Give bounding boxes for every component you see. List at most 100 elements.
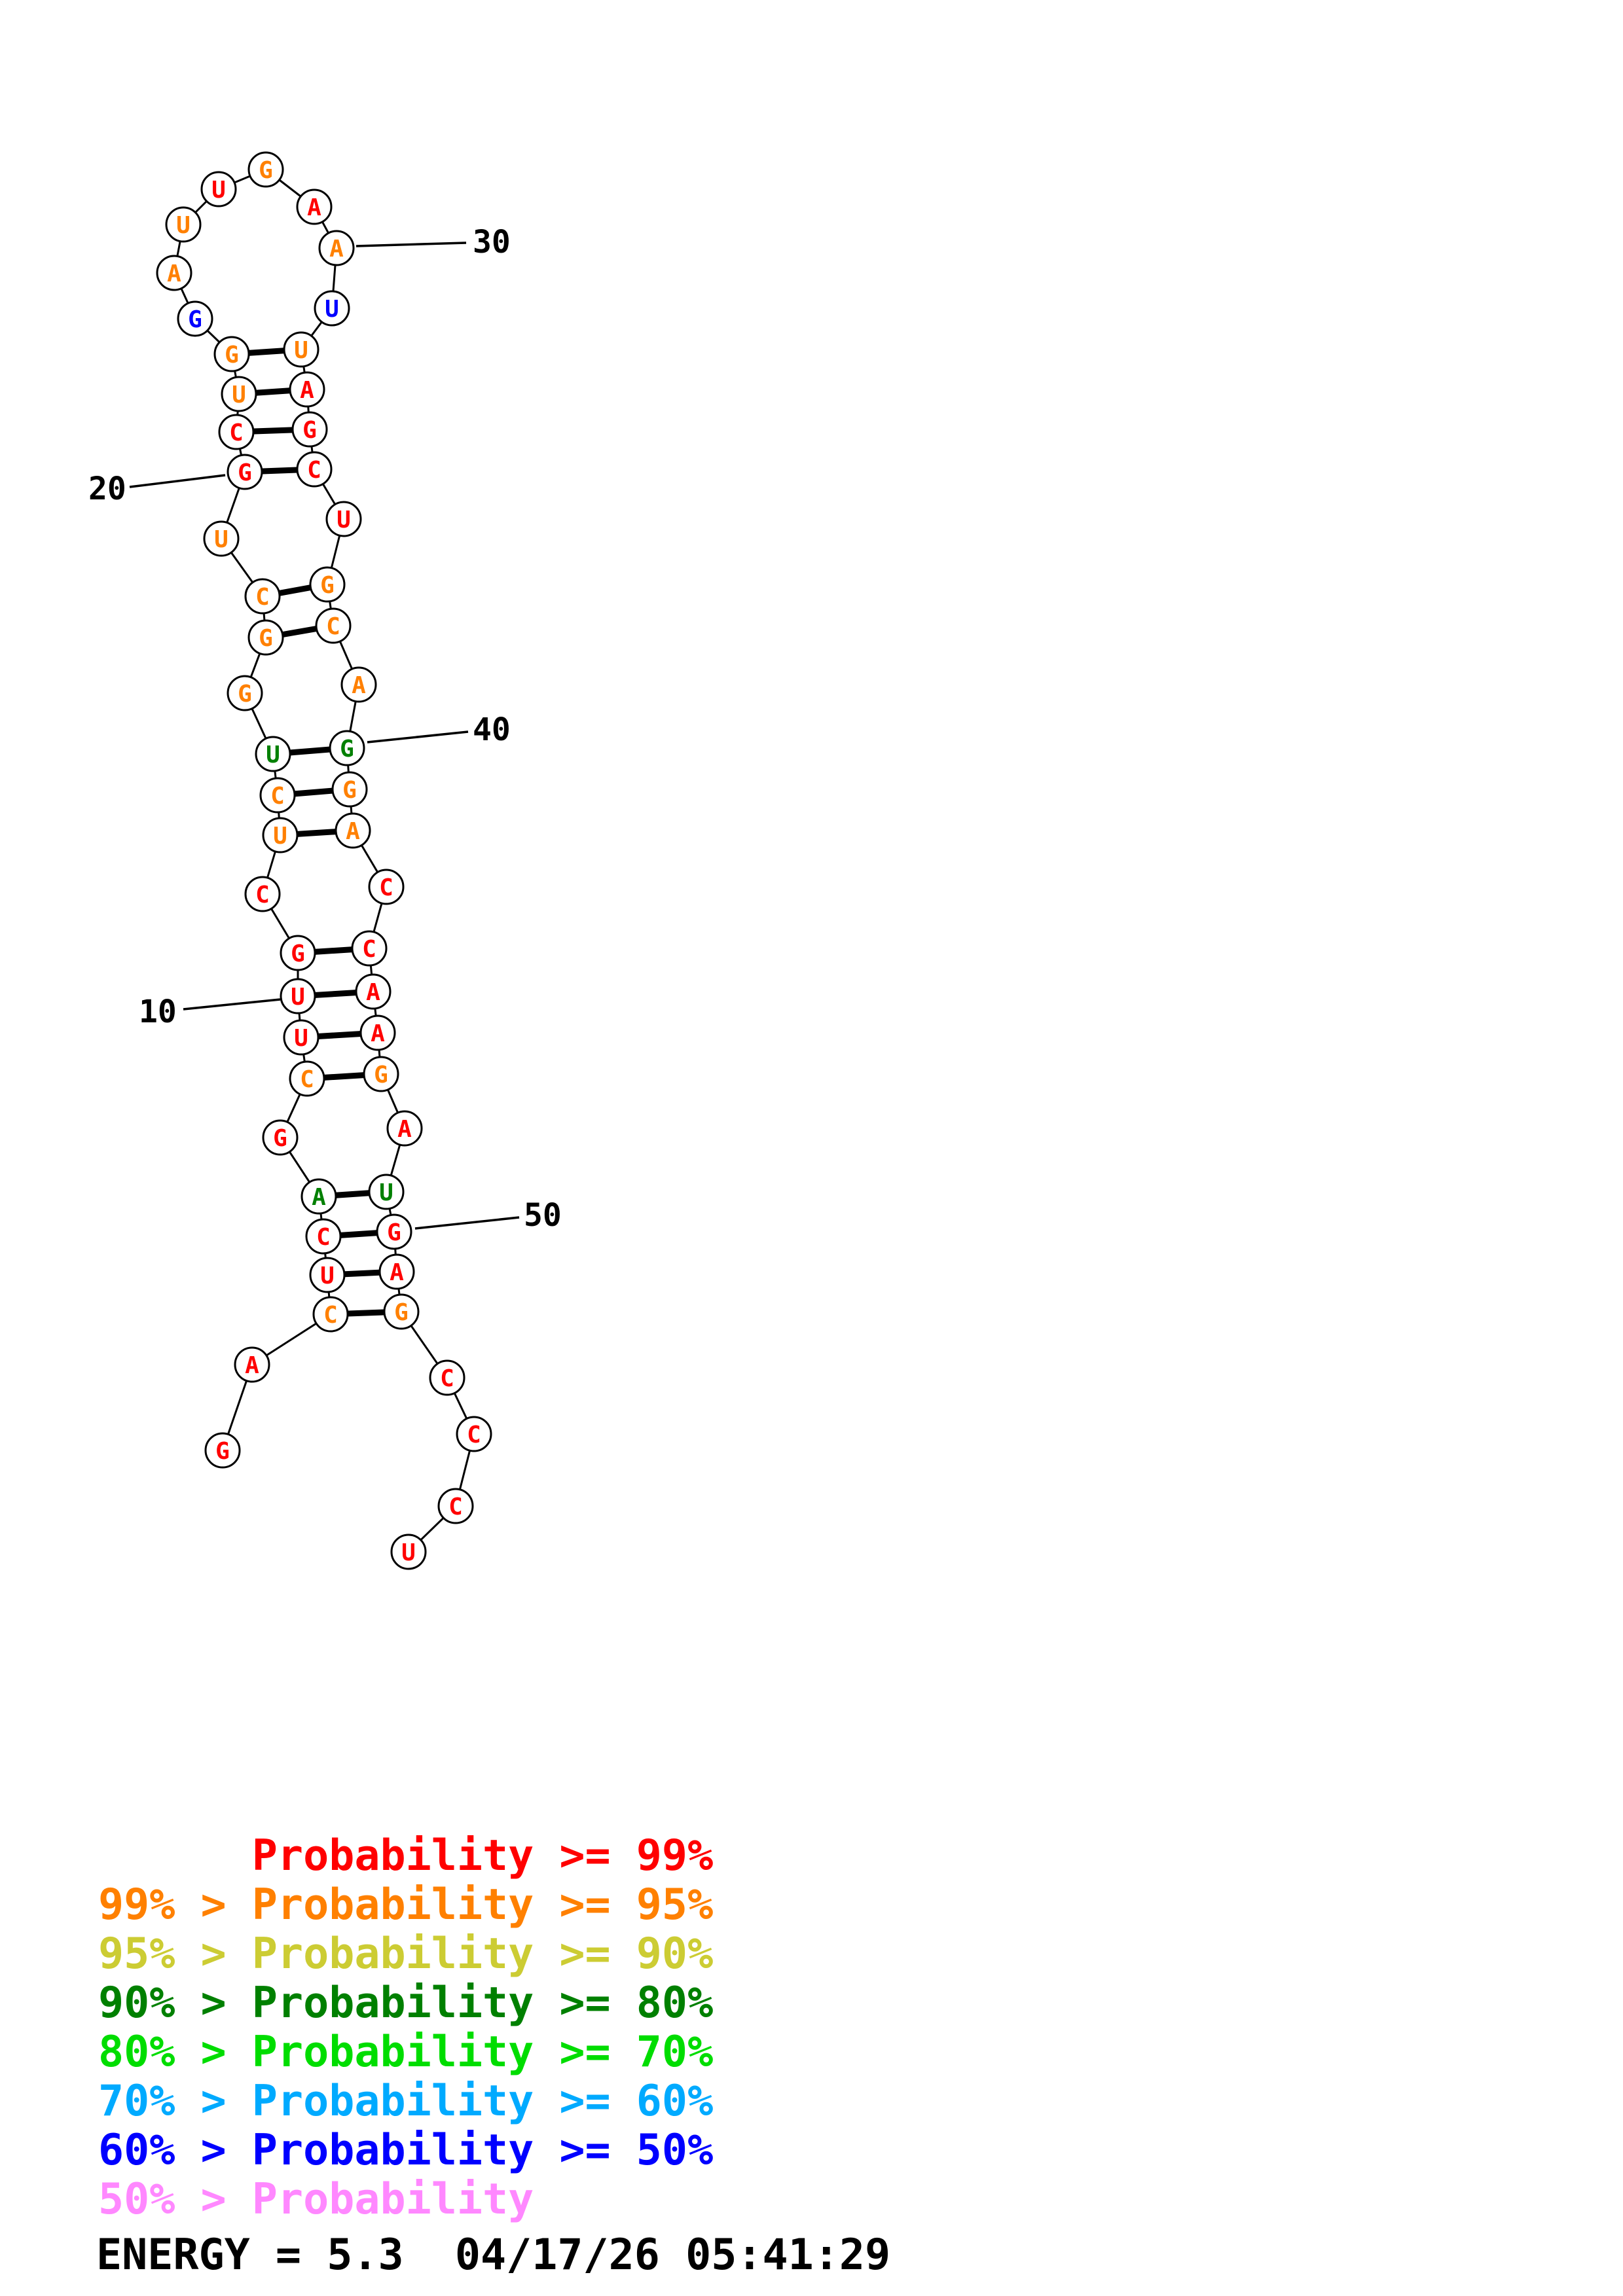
nucleotide-circle — [312, 1296, 349, 1333]
nucleotide-circle — [280, 978, 316, 1014]
nucleotide-base: U — [211, 177, 226, 204]
label-leader-line — [356, 242, 467, 247]
nucleotide-base: U — [294, 1025, 308, 1052]
nucleotide-base: U — [379, 1179, 393, 1206]
nucleotide-circle — [309, 1257, 346, 1293]
nucleotide-base: A — [346, 818, 360, 845]
nucleotide-circle — [368, 1174, 405, 1210]
nucleotide-circle — [247, 619, 284, 656]
nucleotide-circle — [213, 336, 250, 372]
nucleotide-base: G — [215, 1438, 230, 1465]
nucleotide-base: G — [273, 1125, 287, 1152]
nucleotide-circle — [429, 1359, 465, 1396]
rna-structure-svg: GACUCAGCUUGCUCUGGCUGCUGGAUUGAAUUAGCUGCAG… — [88, 151, 562, 1570]
nucleotide-base: U — [291, 984, 305, 1011]
nucleotide-circle — [247, 151, 284, 188]
nucleotide-circle — [355, 973, 392, 1010]
nucleotide-base: A — [366, 979, 380, 1006]
nucleotide-base: C — [448, 1494, 463, 1520]
nucleotide-circle — [177, 300, 213, 337]
nucleotide-circle — [291, 411, 328, 448]
nucleotide-circle — [289, 371, 325, 408]
nucleotide-base: C — [362, 936, 376, 963]
nucleotide-circle — [437, 1488, 474, 1524]
legend-item: 50% > Probability — [98, 2175, 534, 2224]
nucleotide-base: A — [300, 377, 314, 404]
nucleotide-circle — [262, 1119, 299, 1156]
nucleotide-base: A — [329, 236, 344, 262]
nucleotide-base: G — [291, 941, 305, 967]
nucleotide-base: C — [270, 783, 285, 810]
nucleotide-base: G — [238, 459, 252, 486]
nucleotide-circle — [301, 1178, 337, 1215]
nucleotide-base: C — [307, 457, 321, 484]
nucleotide-circle — [456, 1416, 492, 1452]
nucleotide-circle — [314, 290, 350, 327]
position-label: 10 — [139, 994, 177, 1030]
nucleotide-circle — [378, 1253, 415, 1290]
nucleotide-base: A — [352, 672, 366, 699]
position-label: 30 — [473, 224, 511, 260]
nucleotide-base: A — [307, 194, 321, 221]
nucleotide-base: U — [176, 212, 191, 239]
nucleotide-base: G — [342, 777, 357, 804]
position-label: 40 — [473, 711, 511, 748]
nucleotide-base: G — [374, 1062, 388, 1088]
nucleotide-circle — [234, 1346, 270, 1383]
nucleotide-circle — [203, 520, 240, 557]
nucleotide-circle — [351, 930, 388, 967]
nucleotide-base: G — [302, 417, 317, 444]
nucleotide-circle — [340, 666, 377, 703]
nucleotide-circle — [335, 812, 371, 849]
nucleotide-base: G — [387, 1219, 401, 1246]
nucleotide-circle — [289, 1060, 325, 1097]
legend-item: 99% > Probability >= 95% — [98, 1880, 714, 1929]
nucleotide-circle — [318, 230, 355, 266]
nucleotide-base: U — [337, 507, 351, 533]
nucleotide-base: U — [325, 296, 339, 323]
nucleotide-circle — [283, 331, 319, 368]
legend: Probability >= 99% 99% > Probability >= 9… — [98, 1831, 713, 2224]
nucleotide-circle — [227, 454, 263, 490]
nucleotide-circle — [296, 451, 333, 488]
nucleotide-base: U — [401, 1539, 416, 1566]
nucleotide-base: G — [340, 736, 354, 762]
nucleotide-base: G — [259, 157, 273, 184]
label-leader-line — [414, 1216, 520, 1230]
energy-line: ENERGY = 5.3 04/17/26 05:41:29 — [96, 2231, 891, 2280]
nucleotide-circle — [280, 935, 316, 971]
nucleotide-circle — [218, 414, 255, 450]
nucleotide-base: C — [255, 584, 270, 611]
legend-item: 90% > Probability >= 80% — [98, 1979, 714, 2028]
nucleotide-circle — [296, 188, 333, 225]
nucleotide-base: A — [371, 1020, 385, 1047]
nucleotide-base: A — [397, 1116, 412, 1143]
nucleotide-base: C — [300, 1066, 314, 1093]
nucleotide-circle — [200, 171, 237, 207]
nucleotide-circle — [315, 607, 352, 644]
nucleotide-base: U — [273, 823, 287, 850]
nucleotide-circle — [221, 376, 257, 412]
nucleotide-base: U — [214, 526, 228, 553]
nucleotide-base: G — [238, 681, 252, 708]
nucleotide-base: C — [379, 874, 393, 901]
label-leader-line — [183, 998, 281, 1011]
nucleotide-base: U — [266, 742, 280, 768]
label-leader-line — [129, 474, 226, 488]
nucleotide-circle — [368, 869, 405, 905]
nucleotide-circle — [359, 1014, 396, 1051]
nucleotide-circle — [376, 1213, 412, 1250]
nucleotide-base: C — [323, 1302, 338, 1329]
nucleotide-base: A — [312, 1184, 326, 1211]
nucleotide-circle — [309, 566, 346, 603]
nucleotide-circle — [390, 1534, 427, 1570]
nucleotide-circle — [259, 777, 296, 814]
legend-item: 80% > Probability >= 70% — [98, 2028, 714, 2077]
nucleotide-circle — [331, 771, 368, 808]
legend-item: 60% > Probability >= 50% — [98, 2126, 714, 2175]
nucleotide-base: U — [232, 382, 246, 408]
position-label: 20 — [88, 471, 126, 507]
nucleotide-circle — [244, 578, 281, 615]
nucleotide-circle — [255, 736, 291, 772]
nucleotide-circle — [165, 206, 202, 243]
